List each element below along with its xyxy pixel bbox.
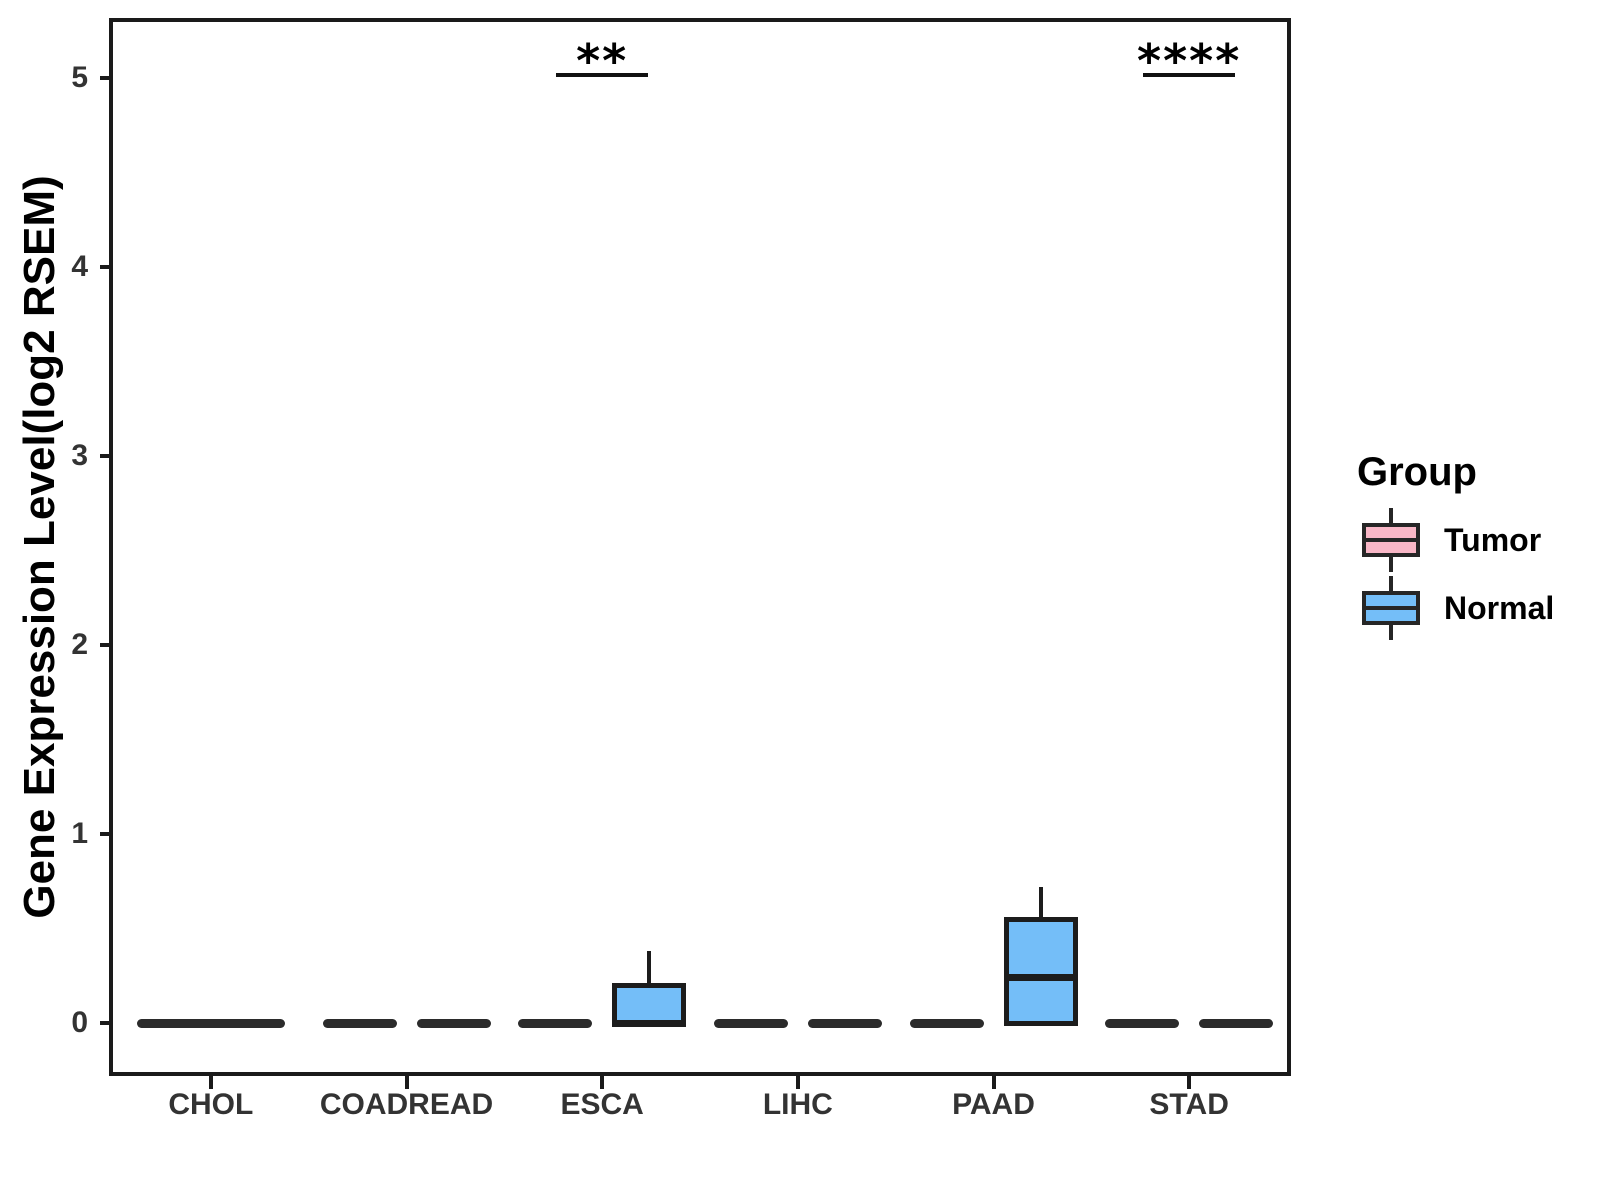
- box-esca-normal: [612, 983, 687, 1026]
- y-tick-label-0: 0: [71, 1006, 88, 1039]
- x-tick-label-chol: CHOL: [168, 1088, 254, 1121]
- y-tick-mark-2: [100, 643, 113, 647]
- box-lihc-normal: [807, 1018, 882, 1028]
- legend-key-whisker-top-tumor: [1389, 508, 1393, 524]
- legend-label-normal: Normal: [1444, 590, 1555, 626]
- x-tick-label-coadread: COADREAD: [319, 1088, 494, 1121]
- legend-key-whisker-bottom-tumor: [1389, 556, 1393, 572]
- legend-key-whisker-top-normal: [1389, 576, 1393, 592]
- significance-bar-stad: [1143, 73, 1236, 77]
- plot-panel: ** ****: [113, 22, 1287, 1072]
- x-tick-label-esca: ESCA: [560, 1088, 644, 1121]
- x-tick-mark-coadread: [404, 1076, 409, 1089]
- y-tick-mark-1: [100, 832, 113, 836]
- legend-key-median-normal: [1366, 606, 1416, 610]
- box-coadread-normal: [416, 1018, 491, 1028]
- y-tick-mark-0: [100, 1021, 113, 1025]
- box-stad-normal: [1199, 1018, 1274, 1028]
- y-tick-label-4: 4: [71, 250, 88, 283]
- legend-title: Group: [1357, 450, 1477, 494]
- whisker-upper-paad-normal: [1038, 886, 1043, 920]
- significance-label-stad: ****: [1137, 34, 1242, 88]
- y-tick-label-5: 5: [71, 61, 88, 94]
- box-stad-tumor: [1105, 1018, 1180, 1028]
- box-chol-merged: [136, 1018, 285, 1028]
- y-tick-label-2: 2: [71, 628, 88, 661]
- legend-label-tumor: Tumor: [1444, 522, 1542, 558]
- y-tick-label-1: 1: [71, 817, 88, 850]
- y-tick-mark-3: [100, 454, 113, 458]
- y-axis-title: Gene Expression Level(log2 RSEM): [15, 175, 64, 919]
- plot-panel-border: [109, 18, 1291, 1076]
- y-tick-mark-4: [100, 265, 113, 269]
- x-tick-label-stad: STAD: [1149, 1088, 1229, 1121]
- box-paad-tumor: [909, 1018, 984, 1028]
- significance-label-esca: **: [576, 34, 629, 88]
- y-tick-label-3: 3: [71, 439, 88, 472]
- legend-key-median-tumor: [1366, 538, 1416, 542]
- median-paad-normal: [1003, 974, 1078, 982]
- x-tick-mark-esca: [600, 1076, 605, 1089]
- x-tick-mark-lihc: [795, 1076, 800, 1089]
- box-lihc-tumor: [713, 1018, 788, 1028]
- y-tick-mark-5: [100, 76, 113, 80]
- significance-bar-esca: [556, 73, 649, 77]
- x-tick-label-paad: PAAD: [952, 1088, 1035, 1121]
- x-tick-mark-stad: [1187, 1076, 1192, 1089]
- median-esca-normal: [612, 1019, 687, 1027]
- x-tick-label-lihc: LIHC: [762, 1088, 833, 1121]
- legend-key-normal: [1362, 576, 1420, 640]
- x-tick-mark-chol: [208, 1076, 213, 1089]
- whisker-upper-esca-normal: [647, 951, 652, 986]
- box-paad-normal: [1003, 917, 1078, 1026]
- box-coadread-tumor: [322, 1018, 397, 1028]
- legend-key-whisker-bottom-normal: [1389, 624, 1393, 640]
- x-tick-mark-paad: [991, 1076, 996, 1089]
- legend-key-tumor: [1362, 508, 1420, 572]
- box-esca-tumor: [518, 1018, 593, 1028]
